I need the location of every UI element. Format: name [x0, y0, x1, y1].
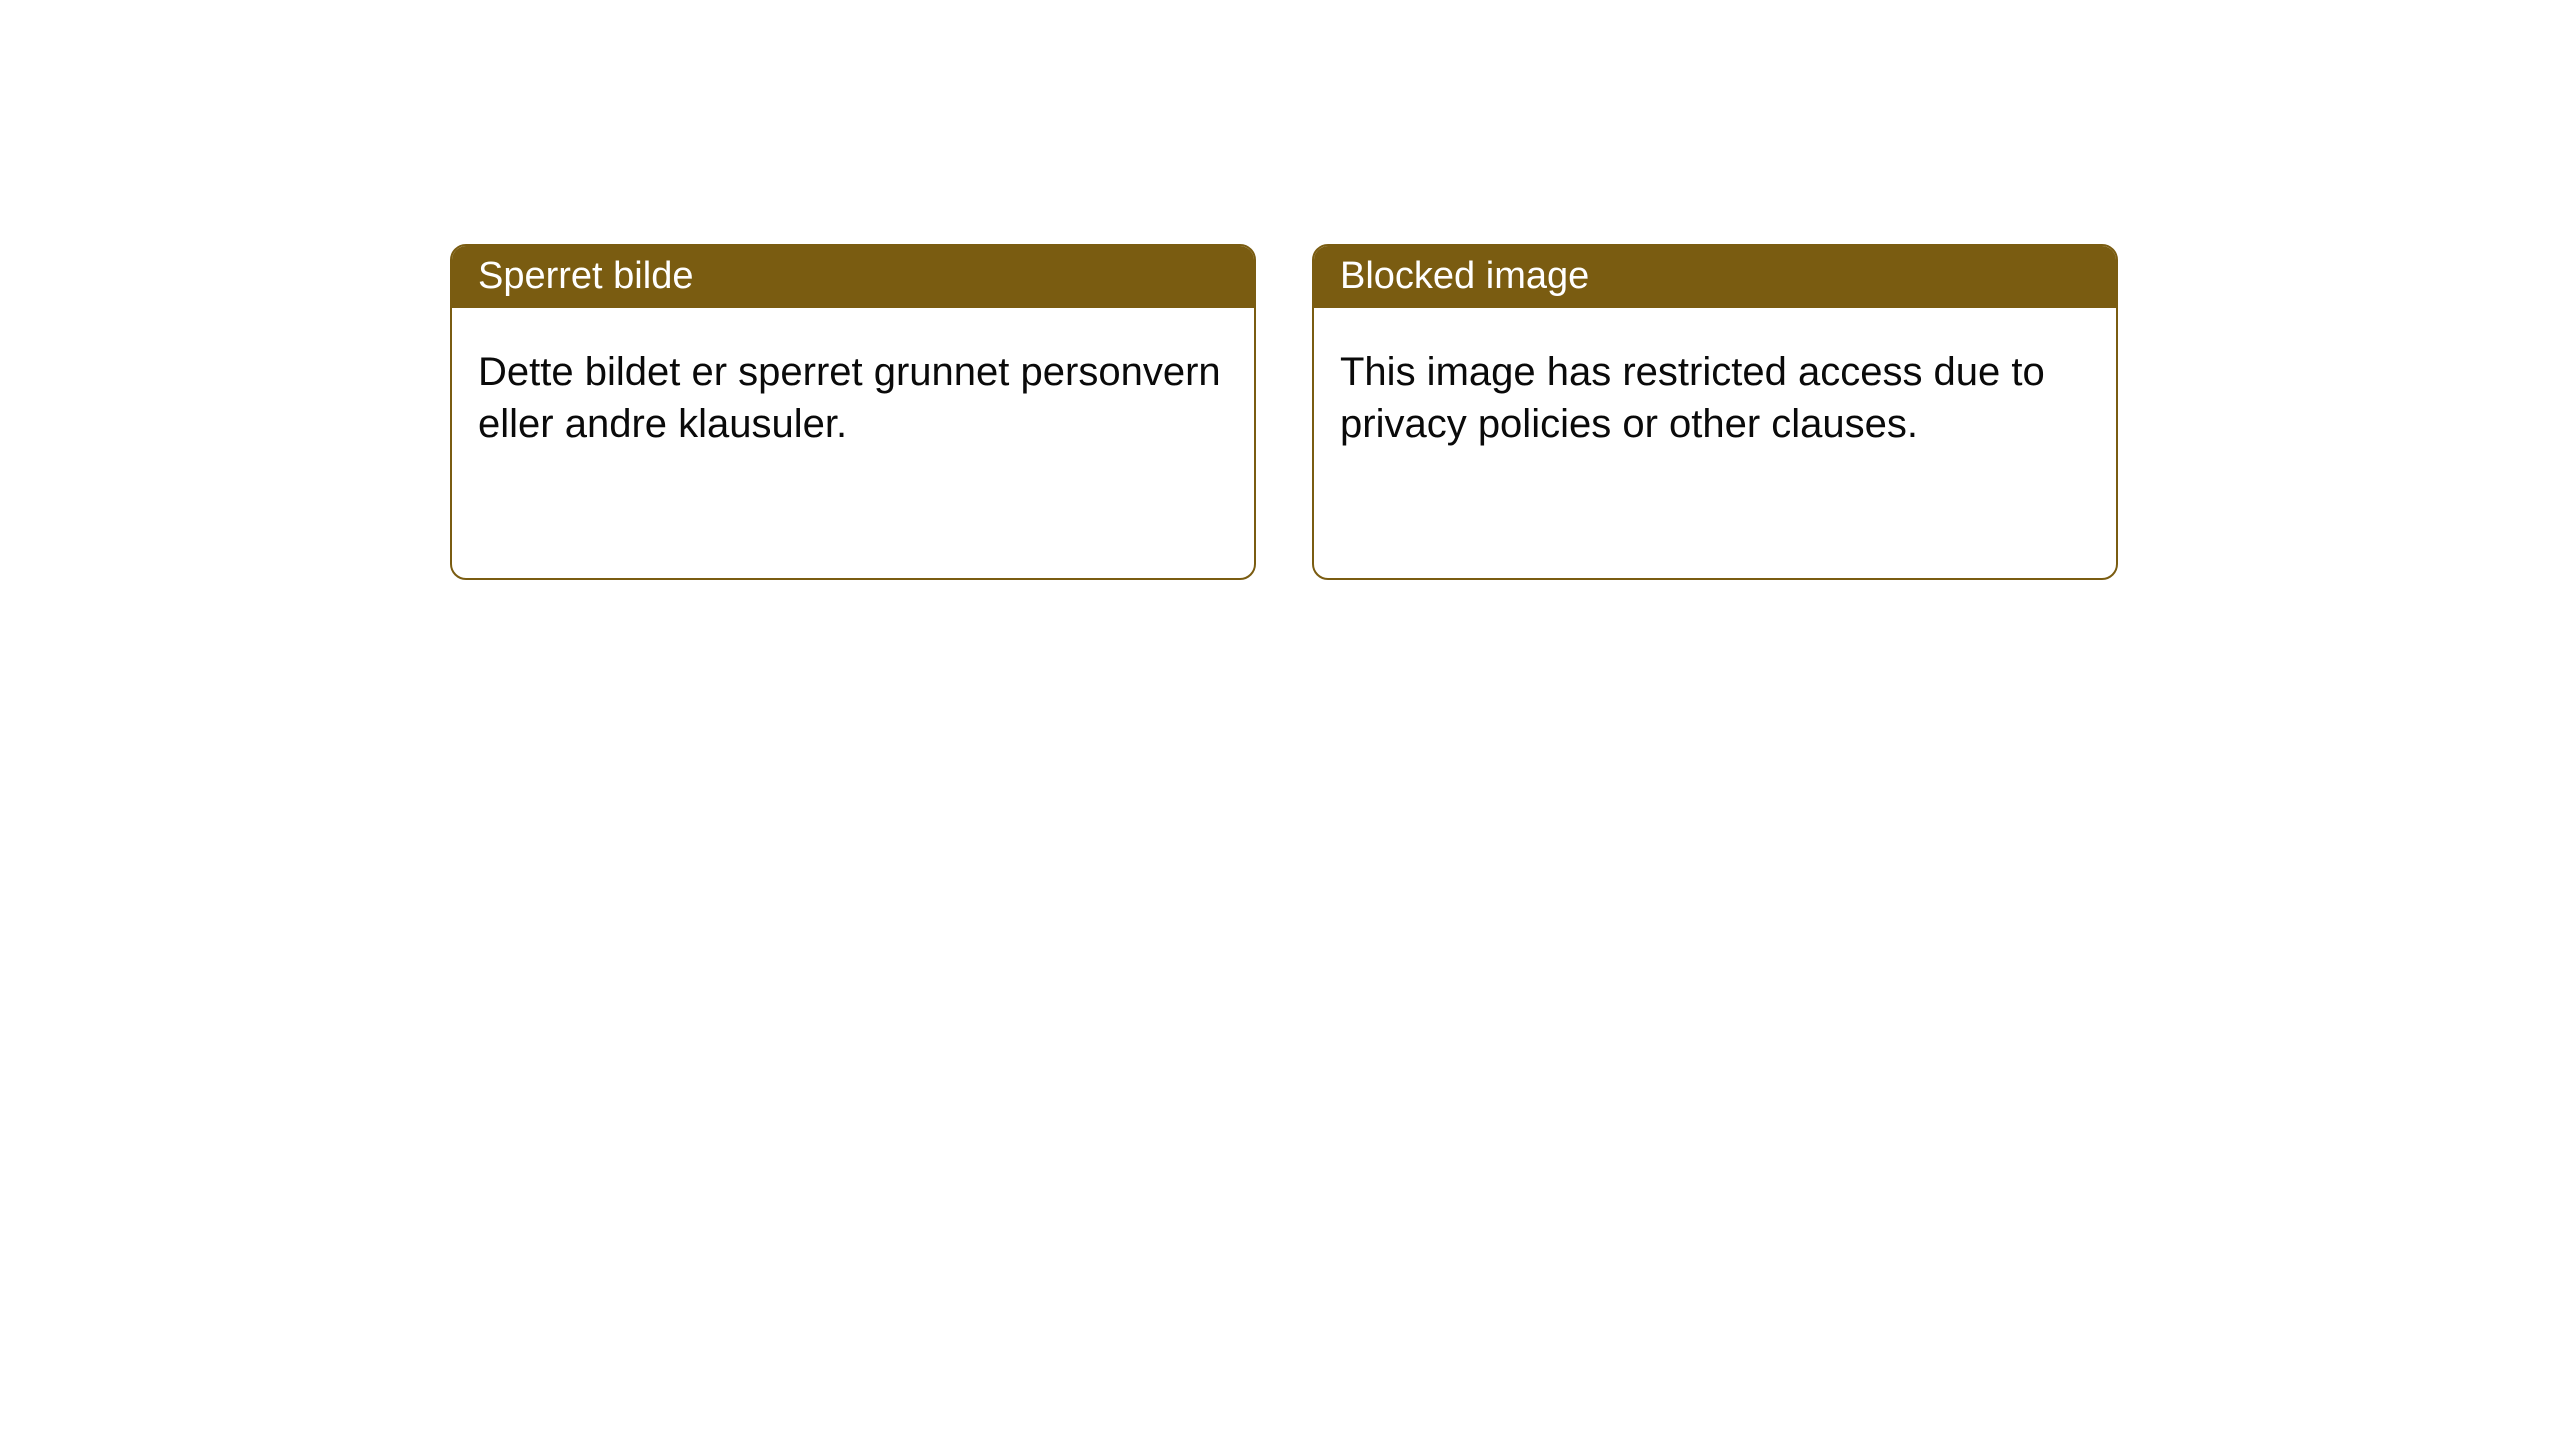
notice-body: This image has restricted access due to …: [1314, 308, 2116, 578]
notice-text: This image has restricted access due to …: [1340, 346, 2090, 450]
notice-title: Sperret bilde: [478, 255, 693, 298]
notice-title: Blocked image: [1340, 255, 1589, 298]
notice-header: Sperret bilde: [452, 246, 1254, 308]
notice-body: Dette bildet er sperret grunnet personve…: [452, 308, 1254, 578]
notice-text: Dette bildet er sperret grunnet personve…: [478, 346, 1228, 450]
notice-header: Blocked image: [1314, 246, 2116, 308]
blocked-image-notices: Sperret bilde Dette bildet er sperret gr…: [450, 244, 2118, 580]
notice-card-en: Blocked image This image has restricted …: [1312, 244, 2118, 580]
notice-card-no: Sperret bilde Dette bildet er sperret gr…: [450, 244, 1256, 580]
